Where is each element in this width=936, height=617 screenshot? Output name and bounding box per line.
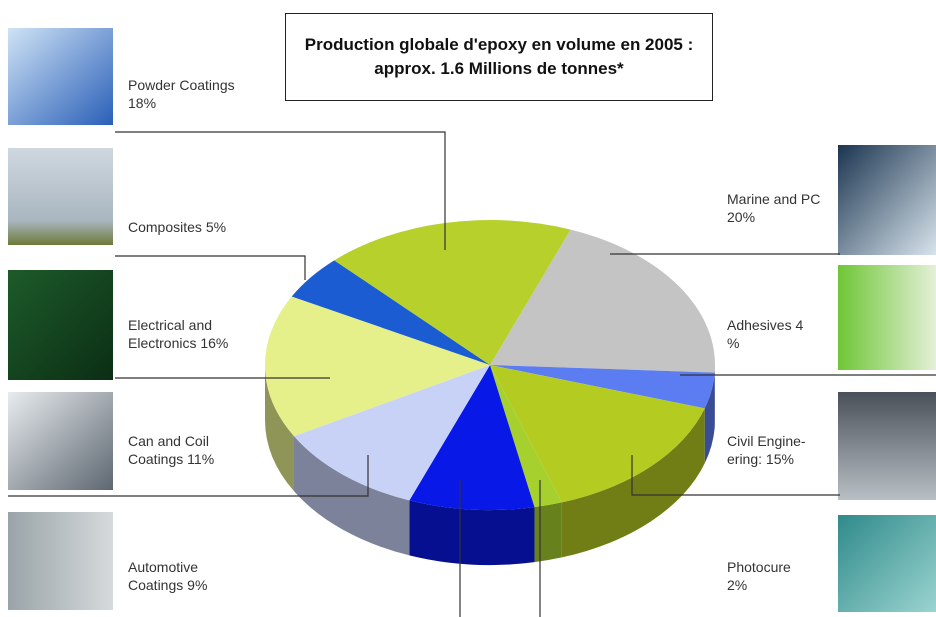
value-label: 15% — [766, 451, 794, 467]
slice-label: Powder Coatings 18% — [128, 76, 248, 112]
slice-label: Marine and PC 20% — [727, 190, 827, 226]
photo — [838, 265, 936, 370]
slice-label: Photocure 2% — [727, 558, 807, 594]
value-label: 18% — [128, 95, 156, 111]
slice-label: Composites 5% — [128, 218, 278, 236]
category-name: Photocure — [727, 559, 791, 575]
slice-side — [534, 502, 561, 562]
slice-label: Adhesives 4 % — [727, 316, 807, 352]
photo — [8, 392, 113, 490]
photo — [838, 145, 936, 255]
category-name: Marine and PC — [727, 191, 820, 207]
category-name: Powder Coatings — [128, 77, 235, 93]
slice-label: Electrical and Electronics 16% — [128, 316, 253, 352]
value-label: 9% — [187, 577, 207, 593]
slice-label: Can and Coil Coatings 11% — [128, 432, 248, 468]
infographic: Production globale d'epoxy en volume en … — [0, 0, 936, 617]
photo — [8, 28, 113, 125]
photo — [8, 512, 113, 610]
value-label: 11% — [187, 451, 214, 467]
category-name: Composites — [128, 219, 202, 235]
value-label: 20% — [727, 209, 755, 225]
photo — [838, 515, 936, 612]
value-label: 2% — [727, 577, 747, 593]
value-label: 5% — [206, 219, 226, 235]
slice-label: Automotive Coatings 9% — [128, 558, 238, 594]
slice-label: Civil Engine-ering: 15% — [727, 432, 822, 468]
photo — [838, 392, 936, 500]
photo — [8, 270, 113, 380]
title-box: Production globale d'epoxy en volume en … — [285, 13, 713, 101]
photo — [8, 148, 113, 245]
slice-side — [409, 500, 534, 565]
chart-title: Production globale d'epoxy en volume en … — [300, 33, 698, 81]
category-name: Adhesives — [727, 317, 792, 333]
value-label: 16% — [200, 335, 228, 351]
